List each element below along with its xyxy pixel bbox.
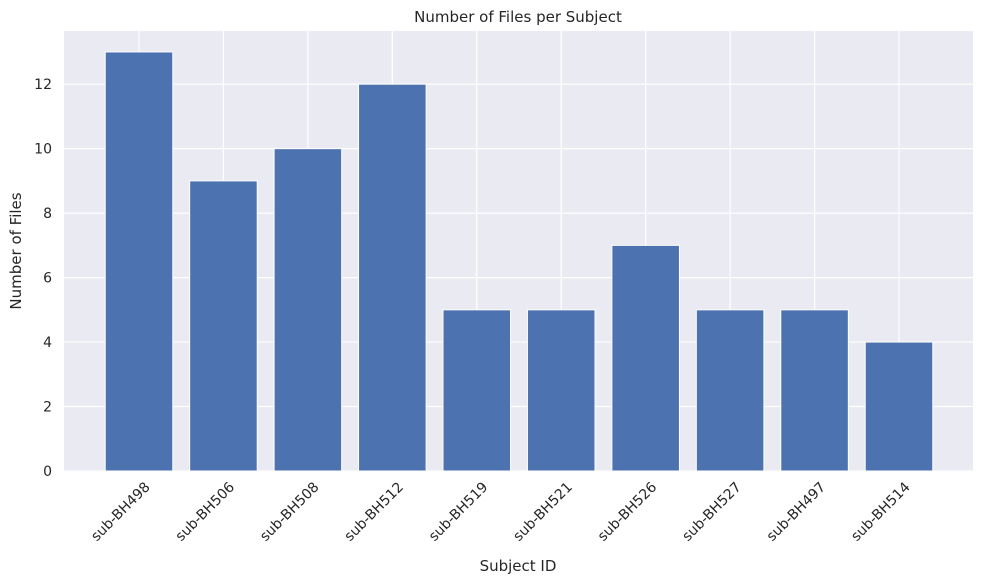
bar-sub-BH527 — [695, 309, 765, 472]
x-tick-label: sub-BH498 — [88, 479, 153, 544]
x-tick-label: sub-BH527 — [679, 479, 744, 544]
y-tick-label: 8 — [43, 206, 52, 222]
y-axis-label: Number of Files — [7, 192, 25, 309]
x-tick-label: sub-BH508 — [257, 479, 322, 544]
y-tick-label: 4 — [43, 335, 52, 351]
x-tick-label: sub-BH519 — [426, 479, 491, 544]
y-tick-label: 6 — [43, 271, 52, 287]
x-tick-labels: sub-BH498 sub-BH506 sub-BH508 sub-BH512 sub-… — [88, 479, 913, 544]
bar-sub-BH512 — [358, 83, 427, 472]
bar-sub-BH497 — [780, 309, 849, 472]
x-tick-label: sub-BH521 — [510, 479, 575, 544]
bars — [104, 51, 934, 472]
x-tick-label: sub-BH497 — [764, 479, 829, 544]
y-tick-label: 0 — [43, 464, 52, 480]
bar-sub-BH519 — [442, 309, 512, 472]
bar-sub-BH498 — [104, 51, 174, 472]
bar-sub-BH514 — [864, 341, 934, 472]
x-tick-label: sub-BH514 — [848, 479, 913, 544]
x-tick-label: sub-BH526 — [595, 479, 660, 544]
y-tick-label: 10 — [34, 142, 52, 158]
bar-sub-BH508 — [273, 148, 343, 472]
x-axis-label: Subject ID — [480, 557, 557, 575]
bar-sub-BH521 — [526, 309, 596, 472]
x-tick-label: sub-BH512 — [342, 479, 407, 544]
y-tick-labels: 0 2 4 6 8 10 12 — [34, 77, 52, 480]
chart-title: Number of Files per Subject — [414, 8, 622, 26]
bar-sub-BH526 — [611, 244, 680, 472]
y-tick-label: 2 — [43, 400, 52, 416]
x-tick-label: sub-BH506 — [173, 479, 238, 544]
y-tick-label: 12 — [34, 77, 52, 93]
bar-sub-BH506 — [189, 180, 258, 472]
